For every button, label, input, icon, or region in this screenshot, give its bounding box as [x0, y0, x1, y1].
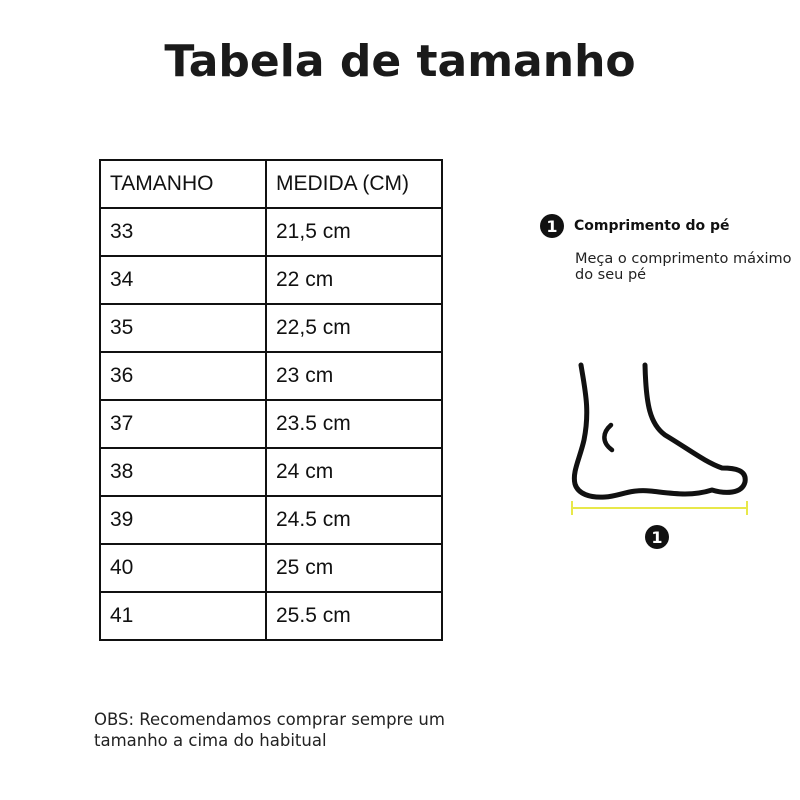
- measure-cell: 25.5 cm: [265, 591, 443, 641]
- table-row: 40 25 cm: [99, 543, 443, 593]
- measure-cell: 24 cm: [265, 447, 443, 497]
- size-cell: TAMANHO: [99, 159, 267, 209]
- size-cell: 39: [99, 495, 267, 545]
- measure-cell: 22 cm: [265, 255, 443, 305]
- size-cell: 36: [99, 351, 267, 401]
- table-row: 35 22,5 cm: [99, 303, 443, 353]
- table-header-row: TAMANHO MEDIDA (CM): [99, 159, 443, 209]
- size-cell: 38: [99, 447, 267, 497]
- size-cell: 34: [99, 255, 267, 305]
- table-row: 33 21,5 cm: [99, 207, 443, 257]
- size-cell: 33: [99, 207, 267, 257]
- measure-line: [571, 501, 748, 515]
- measure-number-badge: 1: [645, 525, 669, 549]
- measure-cell: 22,5 cm: [265, 303, 443, 353]
- measure-cell: 24.5 cm: [265, 495, 443, 545]
- measure-cell: 23 cm: [265, 351, 443, 401]
- table-row: 34 22 cm: [99, 255, 443, 305]
- legend-title: Comprimento do pé: [574, 218, 730, 234]
- measure-cell: 23.5 cm: [265, 399, 443, 449]
- size-cell: 37: [99, 399, 267, 449]
- size-cell: 40: [99, 543, 267, 593]
- page-title: Tabela de tamanho: [164, 36, 636, 87]
- legend-number-badge: 1: [540, 214, 564, 238]
- measure-cell: 21,5 cm: [265, 207, 443, 257]
- foot-outline: [571, 362, 748, 500]
- table-row: 41 25.5 cm: [99, 591, 443, 641]
- table-row: 36 23 cm: [99, 351, 443, 401]
- size-cell: 35: [99, 303, 267, 353]
- measure-cell: 25 cm: [265, 543, 443, 593]
- table-row: 38 24 cm: [99, 447, 443, 497]
- note: OBS: Recomendamos comprar sempre um tama…: [94, 710, 445, 750]
- measure-cell: MEDIDA (CM): [265, 159, 443, 209]
- ankle-curve: [602, 422, 615, 453]
- size-cell: 41: [99, 591, 267, 641]
- table-row: 39 24.5 cm: [99, 495, 443, 545]
- table-row: 37 23.5 cm: [99, 399, 443, 449]
- size-table: TAMANHO MEDIDA (CM) 33 21,5 cm 34 22 cm 35 22,5…: [99, 159, 443, 641]
- legend: 1 Comprimento do pé: [540, 214, 729, 238]
- legend-description: Meça o comprimento máximo do seu pé: [575, 251, 792, 283]
